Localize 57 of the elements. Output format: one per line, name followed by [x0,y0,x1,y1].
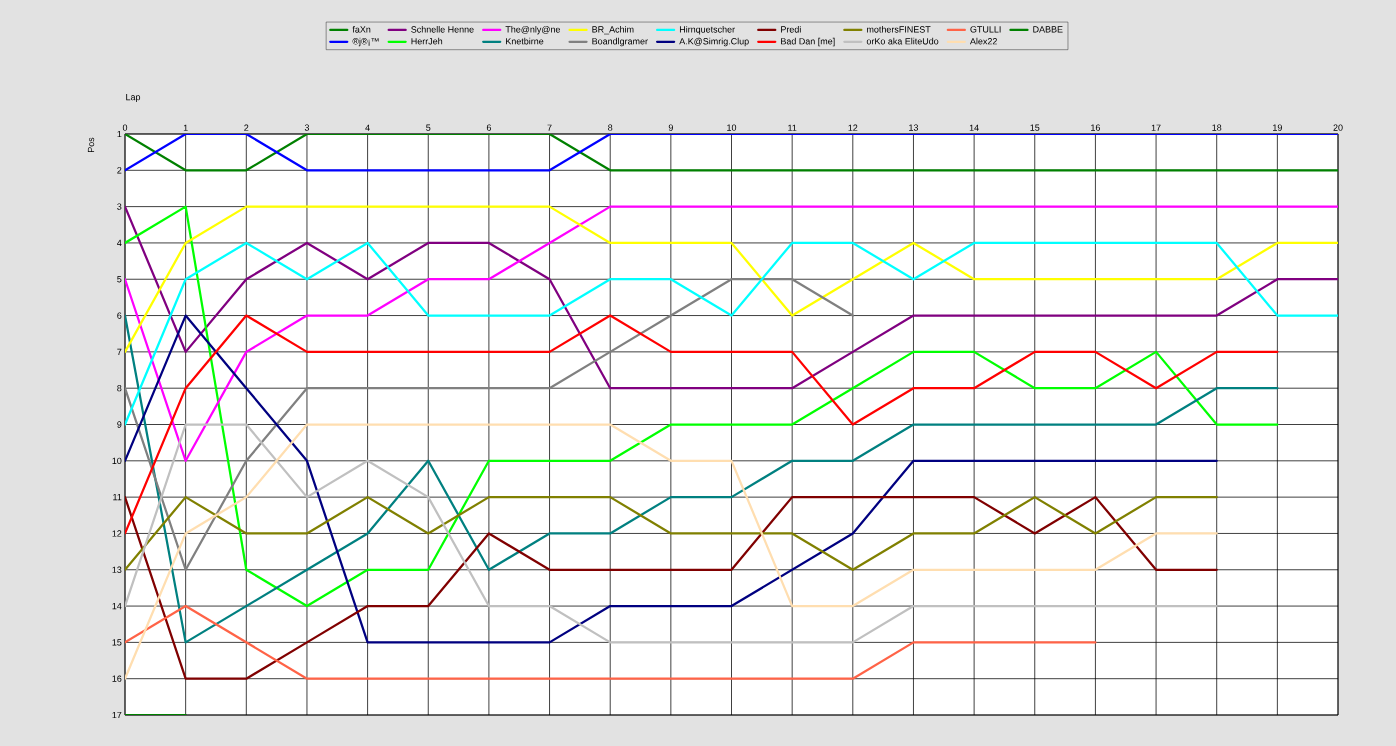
y-axis-title: Pos [87,137,95,153]
y-tick-label: 2 [117,167,122,174]
x-tick-label: 19 [1273,124,1282,131]
x-tick-label: 16 [1091,124,1101,131]
x-tick-label: 6 [486,124,492,131]
y-tick-label: 8 [117,385,122,392]
x-tick-label: 9 [668,124,673,131]
x-tick-label: 7 [547,124,552,131]
legend-label: DABBE [1033,26,1063,33]
x-tick-label: 4 [365,124,370,131]
x-tick-label: 8 [608,124,613,131]
y-tick-label: 6 [117,312,122,319]
legend-label: Schnelle Henne [411,26,474,33]
y-tick-label: 3 [117,203,122,210]
x-tick-label: 12 [848,124,858,131]
x-tick-label: 20 [1333,124,1343,131]
y-tick-label: 17 [112,711,122,719]
legend-label: Alex22 [969,37,997,45]
x-tick-label: 14 [969,124,979,131]
y-tick-label: 15 [112,639,122,646]
y-tick-label: 1 [117,130,122,138]
x-tick-label: 13 [909,124,919,131]
legend-label: faXn [352,26,371,33]
legend-label: ®j®¡™ [352,37,379,47]
legend-label: HerrJeh [411,37,443,45]
x-axis-title: Lap [126,93,141,102]
x-tick-label: 11 [788,124,797,131]
y-tick-label: 9 [117,421,122,428]
legend-label: GTULLI [970,26,1001,33]
x-tick-label: 5 [426,124,431,131]
legend-label: Predi [781,26,801,33]
y-tick-label: 12 [112,530,122,537]
x-tick-label: 0 [122,124,128,131]
y-tick-label: 13 [112,566,122,573]
legend-label: A.K@Simrig.Clup [679,37,749,47]
x-tick-label: 2 [244,124,249,131]
x-tick-label: 10 [727,124,737,131]
legend-label: BR_Achim [592,26,634,35]
x-tick-label: 3 [304,124,310,131]
y-tick-label: 11 [113,494,122,501]
legend-label: orKo aka EliteUdo [866,37,939,45]
legend-label: The@nly@ne [505,26,561,35]
legend-label: mothersFINEST [867,26,931,33]
x-tick-label: 18 [1212,124,1222,131]
y-tick-label: 7 [117,348,122,355]
legend-label: Boandlgramer [592,37,648,47]
y-tick-label: 10 [112,457,122,464]
x-tick-label: 1 [183,124,188,131]
y-tick-label: 4 [117,239,122,247]
x-tick-label: 17 [1151,124,1161,131]
legend-label: Bad Dan [me] [781,37,835,47]
y-tick-label: 16 [112,675,122,682]
y-tick-label: 14 [112,602,122,610]
x-tick-label: 15 [1030,124,1040,131]
legend-label: Hirnquetscher [679,26,735,35]
y-tick-label: 5 [117,276,122,283]
legend-label: Knetbirne [506,37,544,45]
